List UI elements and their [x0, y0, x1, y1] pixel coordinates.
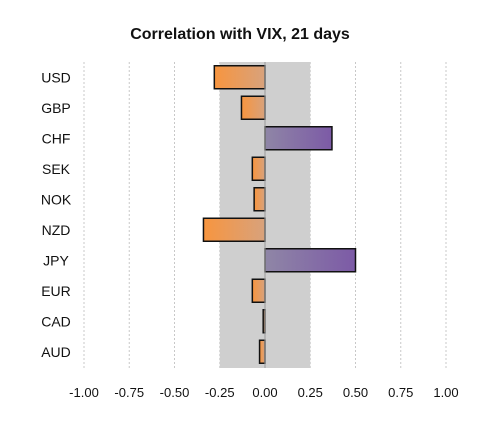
x-tick-label: -0.50 — [160, 385, 190, 400]
category-label-gbp: GBP — [41, 100, 71, 116]
bar-layer — [202, 65, 357, 364]
x-tick-label: -0.25 — [205, 385, 235, 400]
bar-nok — [253, 187, 266, 212]
category-label-eur: EUR — [41, 283, 71, 299]
x-tick-label: 0.00 — [252, 385, 277, 400]
category-label-aud: AUD — [41, 344, 71, 360]
x-tick-label: -1.00 — [69, 385, 99, 400]
bar-sek — [251, 156, 266, 181]
bar-jpy — [264, 248, 357, 273]
bar-eur — [251, 278, 266, 303]
category-label-nzd: NZD — [42, 222, 71, 238]
x-tick-label: 0.50 — [343, 385, 368, 400]
x-tick-label: 1.00 — [433, 385, 458, 400]
bar-chf — [264, 126, 333, 151]
chart-title: Correlation with VIX, 21 days — [130, 26, 350, 43]
x-tick-label: 0.75 — [388, 385, 413, 400]
category-label-chf: CHF — [42, 130, 71, 146]
bar-usd — [213, 65, 266, 90]
bar-aud — [258, 339, 266, 364]
category-label-nok: NOK — [41, 191, 72, 207]
bar-nzd — [202, 217, 266, 242]
category-label-cad: CAD — [41, 313, 71, 329]
x-tick-label: 0.25 — [298, 385, 323, 400]
category-label-sek: SEK — [42, 161, 71, 177]
label-layer: USD GBP CHF SEK NOK NZD JPY EUR CAD AUD -1.00 -0.75… — [41, 69, 459, 400]
category-label-jpy: JPY — [43, 252, 69, 268]
category-label-usd: USD — [41, 69, 71, 85]
x-tick-label: -0.75 — [114, 385, 144, 400]
bar-gbp — [240, 95, 266, 120]
